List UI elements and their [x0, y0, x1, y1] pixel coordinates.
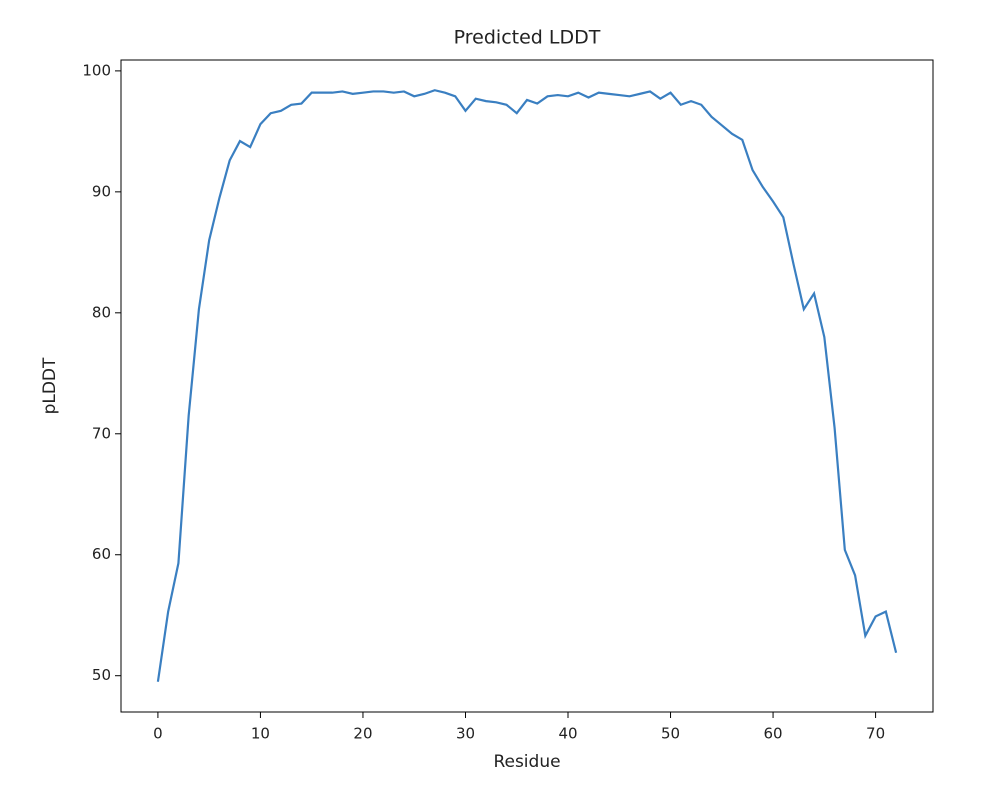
data-line: [156, 89, 898, 682]
x-tick-label: 50: [661, 725, 680, 743]
x-tick-label: 20: [353, 725, 372, 743]
x-tick-label: 40: [558, 725, 577, 743]
y-tick-label: 70: [92, 424, 111, 442]
y-tick-label: 90: [92, 182, 111, 200]
x-tick-label: 30: [456, 725, 475, 743]
x-tick-label: 10: [251, 725, 270, 743]
y-tick-label: 80: [92, 303, 111, 321]
chart-title: Predicted LDDT: [454, 27, 601, 49]
x-tick-label: 70: [866, 725, 885, 743]
y-tick-label: 50: [92, 666, 111, 684]
y-axis-label: pLDDT: [40, 357, 60, 414]
x-tick-label: 60: [764, 725, 783, 743]
y-tick-label: 60: [92, 545, 111, 563]
y-tick-label: 100: [82, 61, 111, 79]
plot-frame: [120, 59, 934, 713]
x-tick-label: 0: [153, 725, 163, 743]
x-axis-label: Residue: [493, 752, 560, 772]
